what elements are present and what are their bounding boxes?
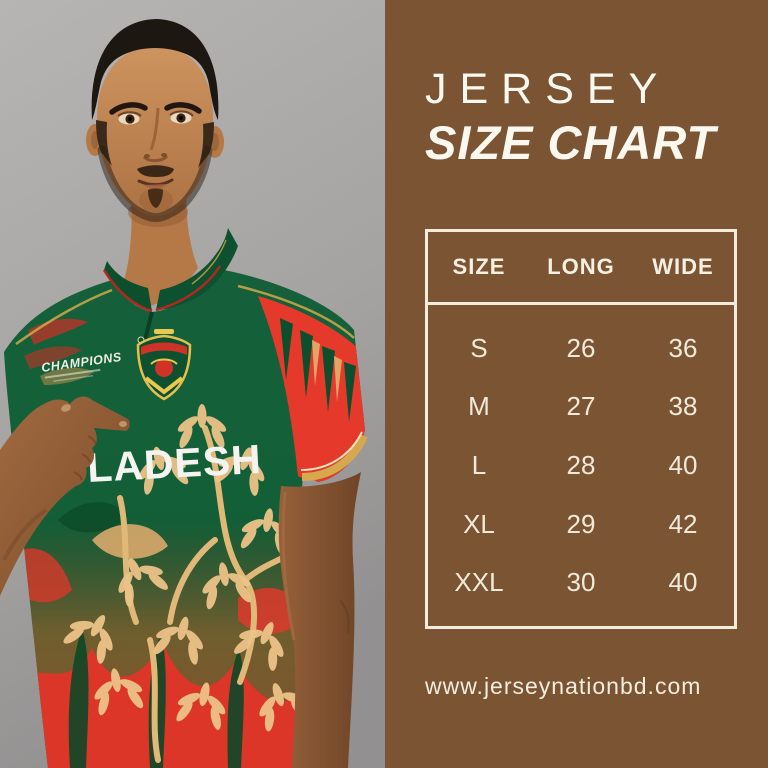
title-line-jersey: JERSEY bbox=[425, 65, 671, 113]
cell-long: 28 bbox=[566, 450, 596, 481]
header-cell-long: LONG bbox=[547, 254, 615, 280]
table-body: S 26 36 M 27 38 L 28 40 XL 29 42 bbox=[428, 305, 734, 626]
table-row-xxl: XXL 30 40 bbox=[428, 567, 734, 598]
player-beard bbox=[97, 145, 213, 222]
jersey-collar bbox=[102, 228, 238, 361]
cell-long: 26 bbox=[566, 332, 596, 363]
cell-size: S bbox=[470, 332, 488, 363]
jersey-crest bbox=[136, 329, 192, 401]
player-photo-svg: CHAMPIONS LADESH bbox=[0, 0, 385, 768]
player-head bbox=[86, 19, 224, 222]
cell-wide: 38 bbox=[668, 391, 698, 422]
header-cell-wide: WIDE bbox=[652, 254, 714, 280]
player-hair bbox=[91, 19, 219, 120]
size-chart-panel: JERSEY SIZE CHART SIZE LONG WIDE S 26 36… bbox=[385, 0, 768, 768]
header-cell-size: SIZE bbox=[452, 254, 506, 280]
cell-long: 29 bbox=[566, 508, 596, 539]
jersey-country-text: LADESH bbox=[86, 436, 263, 491]
cell-wide: 40 bbox=[668, 450, 698, 481]
website-url: www.jerseynationbd.com bbox=[425, 673, 702, 700]
table-row-s: S 26 36 bbox=[428, 333, 734, 364]
table-row-xl: XL 29 42 bbox=[428, 509, 734, 540]
cell-size: M bbox=[468, 391, 490, 422]
table-row-l: L 28 40 bbox=[428, 450, 734, 481]
title-line-size-chart: SIZE CHART bbox=[425, 116, 717, 170]
cell-wide: 42 bbox=[668, 508, 698, 539]
player-pointing-hand bbox=[0, 396, 130, 596]
player-left-arm bbox=[278, 472, 361, 768]
size-table: SIZE LONG WIDE S 26 36 M 27 38 L 28 bbox=[425, 229, 737, 630]
cell-long: 30 bbox=[566, 567, 596, 598]
cell-size: XL bbox=[463, 508, 495, 539]
poster-title: JERSEY SIZE CHART bbox=[425, 66, 768, 169]
cell-long: 27 bbox=[566, 391, 596, 422]
cell-size: L bbox=[471, 450, 487, 481]
player-photo: CHAMPIONS LADESH bbox=[0, 0, 385, 768]
table-header-row: SIZE LONG WIDE bbox=[428, 232, 734, 306]
cell-wide: 36 bbox=[668, 332, 698, 363]
table-row-m: M 27 38 bbox=[428, 391, 734, 422]
cell-wide: 40 bbox=[668, 567, 698, 598]
cell-size: XXL bbox=[454, 567, 504, 598]
